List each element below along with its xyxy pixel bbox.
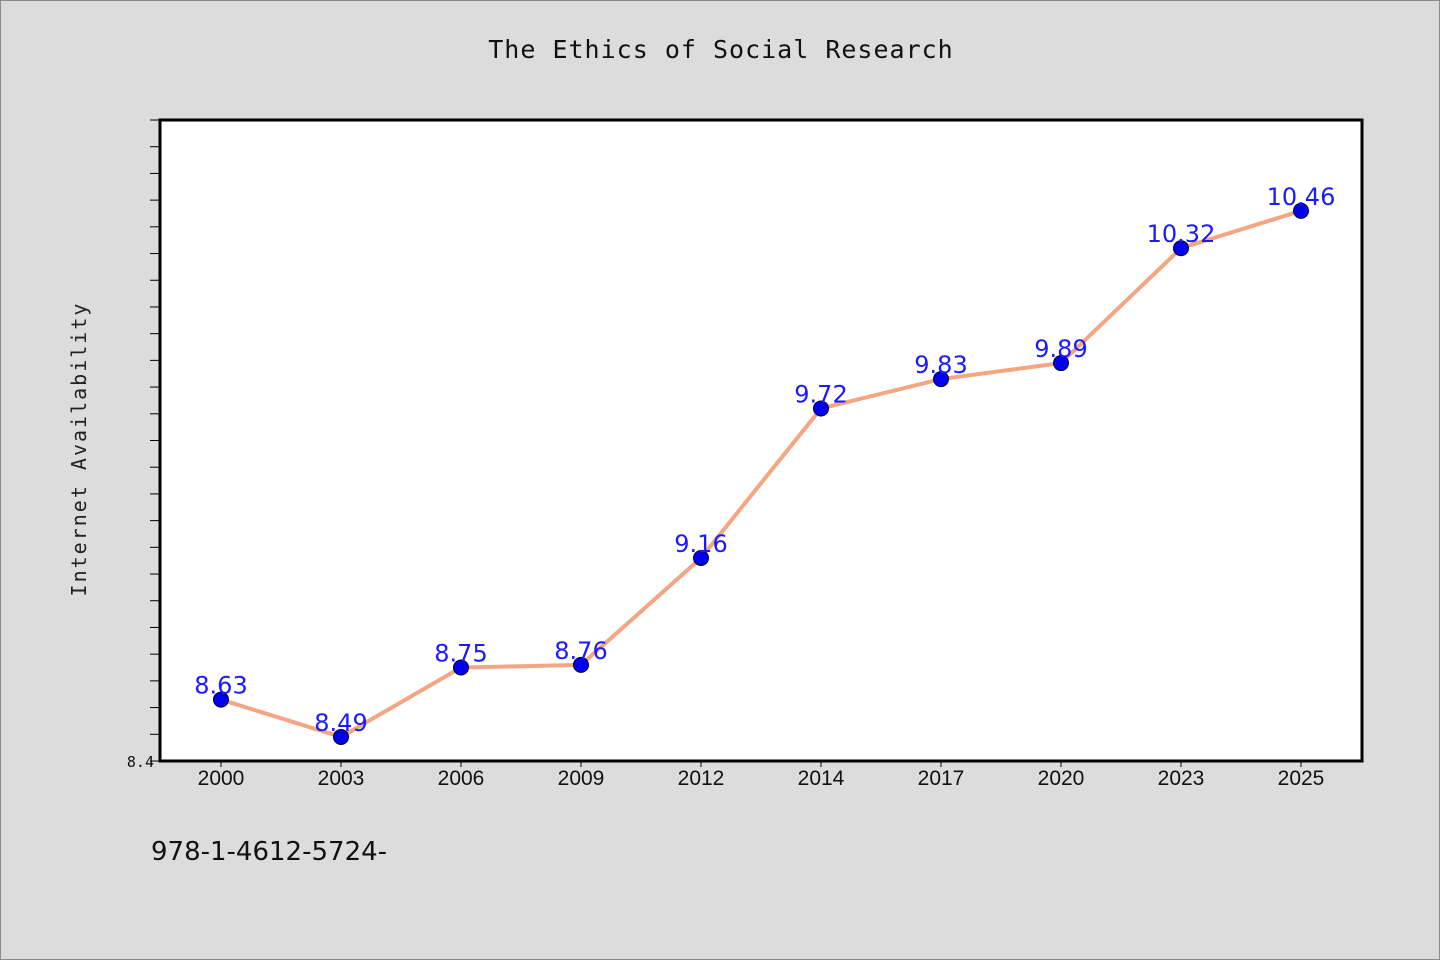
data-label: 9.72	[794, 380, 847, 408]
data-label: 10.46	[1267, 183, 1336, 211]
y-axis-label: Internet Availability	[67, 302, 91, 597]
data-label: 8.49	[314, 709, 367, 737]
data-label: 8.75	[434, 640, 487, 668]
x-tick-label: 2012	[678, 767, 725, 790]
data-label: 9.83	[914, 351, 967, 379]
x-tick-label: 2023	[1158, 767, 1205, 790]
x-axis-ticks: 2000 2003 2006 2009 2012 2014 2017 2020 2023 2025	[198, 761, 1325, 790]
x-tick-label: 2009	[558, 767, 605, 790]
data-point	[813, 400, 829, 417]
data-label: 9.16	[674, 530, 727, 558]
data-label: 9.89	[1034, 335, 1087, 363]
data-point	[333, 728, 349, 745]
x-tick-label: 2000	[198, 767, 245, 790]
data-label: 8.76	[554, 637, 607, 665]
x-tick-label: 2014	[798, 767, 845, 790]
data-point	[453, 659, 469, 676]
series-line	[220, 208, 1302, 739]
data-labels: 8.63 8.49 8.75 8.76 9.16 9.72 9.83 9.89 10.32 10.…	[194, 183, 1335, 737]
footer-isbn-text: 978-1-4612-5724-	[151, 837, 388, 867]
chart-title: The Ethics of Social Research	[488, 35, 954, 64]
series-layer	[213, 202, 1309, 745]
plot-area	[158, 118, 1364, 763]
data-point	[1293, 202, 1309, 219]
data-point	[933, 371, 949, 388]
data-label: 10.32	[1147, 220, 1216, 248]
data-point	[573, 656, 589, 673]
x-tick-label: 2006	[438, 767, 485, 790]
data-point	[693, 550, 709, 567]
y-axis-ticks: 8.4	[127, 119, 160, 771]
data-point	[1173, 240, 1189, 257]
x-tick-label: 2017	[918, 767, 965, 790]
data-point	[213, 691, 229, 708]
data-label: 8.63	[194, 672, 247, 700]
x-tick-label: 2003	[318, 767, 365, 790]
x-tick-label: 2025	[1278, 767, 1325, 790]
x-tick-label: 2020	[1038, 767, 1085, 790]
data-point	[1053, 355, 1069, 372]
y-tick-label: 8.4	[127, 753, 154, 771]
